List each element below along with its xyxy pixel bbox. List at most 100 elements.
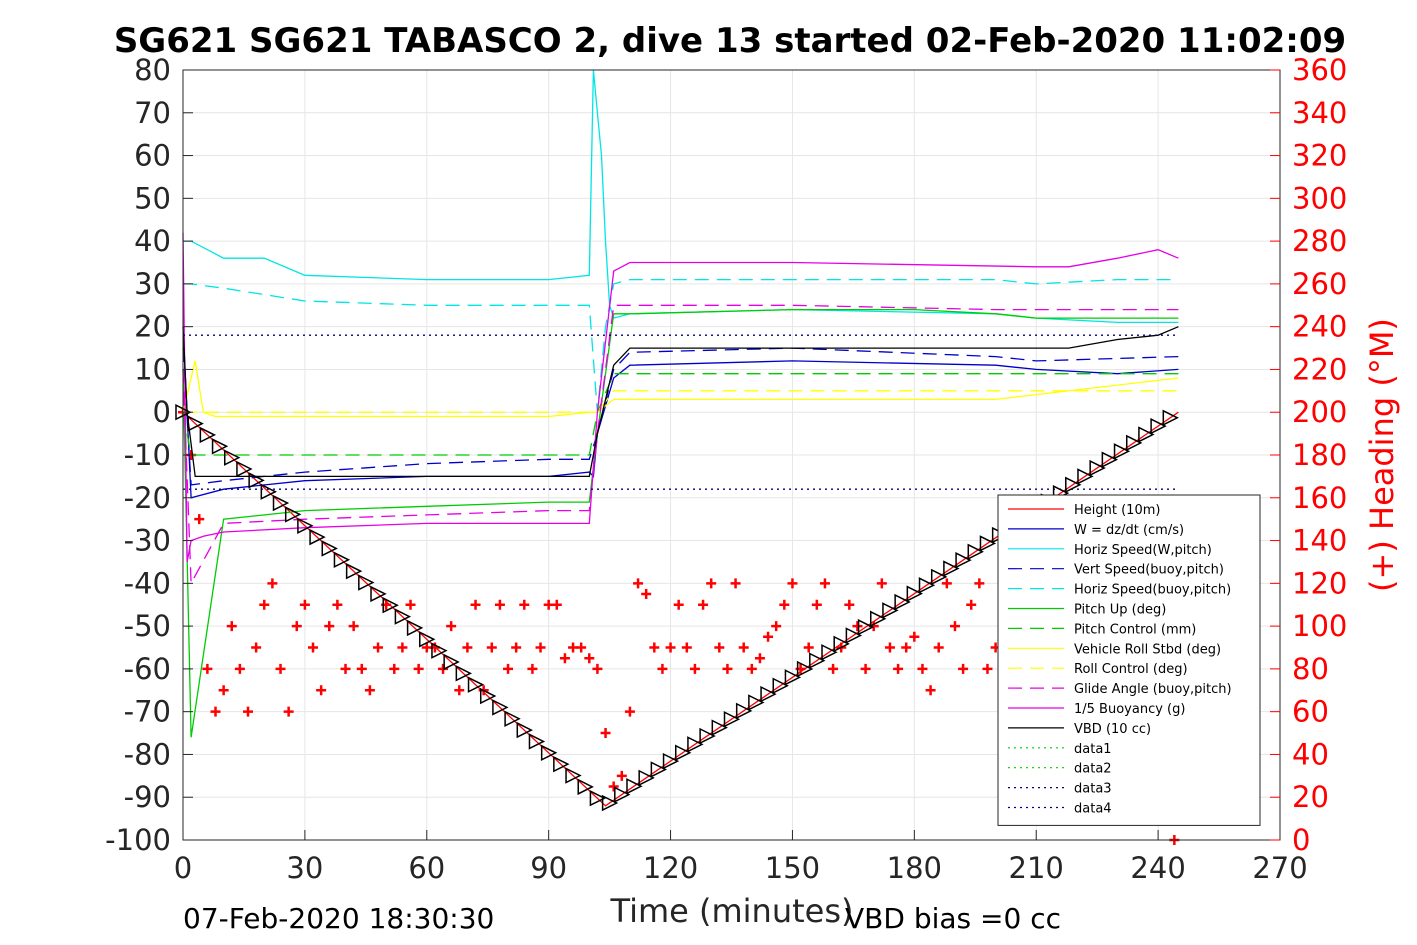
y-tick-label: -50 bbox=[124, 609, 171, 643]
heading-point bbox=[876, 578, 887, 589]
right-axis-label: (+) Heading (°M) bbox=[1363, 318, 1401, 592]
depth-marker bbox=[540, 744, 558, 762]
heading-point bbox=[535, 642, 546, 653]
depth-marker bbox=[796, 660, 814, 678]
x-tick-label: 60 bbox=[408, 851, 445, 885]
heading-point bbox=[616, 770, 627, 781]
depth-marker bbox=[504, 710, 521, 727]
heading-point bbox=[714, 642, 725, 653]
depth-marker bbox=[1101, 451, 1119, 468]
heading-point bbox=[803, 642, 814, 653]
y-axis-ticks: -100-90-80-70-60-50-40-30-20-10010203040… bbox=[105, 53, 193, 857]
y-tick-label: 70 bbox=[134, 96, 171, 130]
depth-marker bbox=[735, 702, 753, 720]
depth-marker bbox=[601, 794, 619, 812]
depth-marker bbox=[662, 752, 680, 770]
right-tick-label: 60 bbox=[1292, 695, 1329, 729]
y-tick-label: 0 bbox=[153, 395, 171, 429]
depth-marker bbox=[784, 669, 802, 686]
legend-label: data4 bbox=[1074, 802, 1112, 817]
x-tick-label: 240 bbox=[1130, 851, 1185, 885]
heading-point bbox=[917, 663, 928, 674]
heading-point bbox=[722, 663, 733, 674]
heading-point bbox=[966, 599, 977, 610]
heading-point bbox=[462, 642, 473, 653]
depth-marker bbox=[431, 642, 448, 659]
right-tick-label: 200 bbox=[1292, 395, 1347, 429]
heading-point bbox=[665, 642, 676, 653]
depth-marker bbox=[1150, 417, 1167, 435]
legend-label: W = dz/dt (cm/s) bbox=[1074, 523, 1184, 538]
x-tick-label: 120 bbox=[643, 851, 698, 885]
right-tick-label: 0 bbox=[1292, 823, 1310, 857]
depth-marker bbox=[1077, 468, 1094, 485]
series-line-2 bbox=[183, 69, 1179, 324]
right-axis-ticks: 0 20 40 60 80 100 120 140 160 180 200 220 240 260 280 3… bbox=[1270, 53, 1347, 857]
heading-point bbox=[559, 653, 570, 664]
depth-marker bbox=[419, 631, 436, 648]
legend-label: Horiz Speed(W,pitch) bbox=[1074, 543, 1212, 558]
depth-marker bbox=[894, 593, 911, 611]
heading-point bbox=[852, 621, 863, 632]
heading-point bbox=[405, 599, 416, 610]
depth-marker bbox=[674, 744, 692, 761]
heading-point bbox=[681, 642, 692, 653]
y-tick-label: -90 bbox=[124, 780, 171, 814]
depth-marker bbox=[370, 585, 387, 603]
heading-point bbox=[259, 599, 270, 610]
heading-point bbox=[592, 663, 603, 674]
depth-marker bbox=[687, 736, 704, 753]
legend-label: data2 bbox=[1074, 762, 1112, 777]
heading-point bbox=[251, 642, 262, 653]
heading-point bbox=[884, 642, 895, 653]
depth-marker bbox=[479, 687, 497, 705]
legend-label: Vert Speed(buoy,pitch) bbox=[1074, 563, 1224, 578]
heading-point bbox=[828, 663, 839, 674]
chart-title: SG621 SG621 TABASCO 2, dive 13 started 0… bbox=[114, 21, 1346, 61]
heading-point bbox=[730, 578, 741, 589]
depth-marker bbox=[1113, 443, 1131, 460]
depth-marker bbox=[272, 494, 290, 512]
heading-point bbox=[958, 663, 969, 674]
right-tick-label: 20 bbox=[1292, 780, 1329, 814]
heading-point bbox=[633, 578, 644, 589]
heading-point bbox=[234, 663, 245, 674]
x-tick-label: 270 bbox=[1252, 851, 1307, 885]
depth-marker bbox=[638, 769, 655, 787]
heading-point bbox=[706, 578, 717, 589]
depth-marker bbox=[906, 585, 924, 602]
legend-label: Roll Control (deg) bbox=[1074, 662, 1188, 677]
depth-marker bbox=[236, 460, 253, 478]
heading-point bbox=[657, 663, 668, 674]
heading-point bbox=[397, 642, 408, 653]
heading-point bbox=[413, 663, 424, 674]
legend-label: Glide Angle (buoy,pitch) bbox=[1074, 682, 1232, 697]
y-tick-label: -30 bbox=[124, 524, 171, 558]
series-line-9 bbox=[182, 304, 1179, 586]
series-line-11 bbox=[182, 326, 1179, 478]
heading-point bbox=[844, 599, 855, 610]
depth-marker bbox=[857, 618, 875, 636]
series-line-10 bbox=[182, 232, 1179, 563]
heading-point bbox=[771, 621, 782, 632]
heading-point bbox=[519, 599, 530, 610]
y-tick-label: -100 bbox=[105, 823, 171, 857]
heading-point bbox=[486, 642, 497, 653]
heading-point bbox=[860, 663, 871, 674]
legend-label: data3 bbox=[1074, 782, 1112, 797]
heading-point bbox=[925, 685, 936, 696]
heading-point bbox=[949, 621, 960, 632]
depth-marker bbox=[211, 438, 229, 455]
depth-marker bbox=[297, 517, 314, 534]
heading-point bbox=[933, 642, 944, 653]
depth-marker bbox=[979, 535, 997, 552]
heading-point bbox=[673, 599, 684, 610]
heading-point bbox=[689, 663, 700, 674]
heading-point bbox=[738, 642, 749, 653]
heading-point bbox=[511, 642, 522, 653]
depth-marker bbox=[626, 778, 643, 795]
heading-point bbox=[291, 621, 302, 632]
legend-label: Pitch Up (deg) bbox=[1074, 603, 1166, 618]
y-tick-label: 50 bbox=[134, 181, 171, 215]
